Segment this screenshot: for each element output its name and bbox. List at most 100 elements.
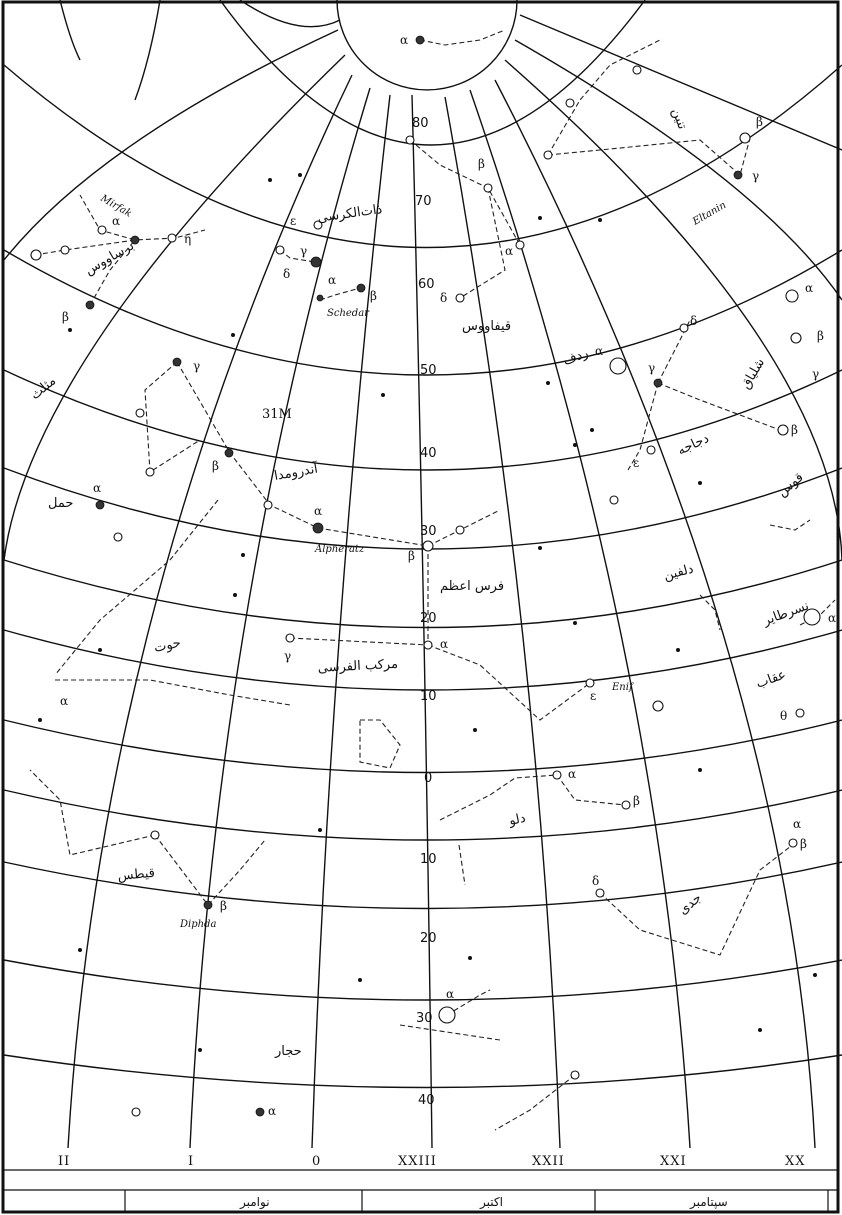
star bbox=[565, 98, 575, 108]
meridian bbox=[59, 0, 81, 61]
meridian bbox=[3, 29, 339, 261]
month-label-november: نوامبر bbox=[239, 1195, 270, 1210]
star bbox=[318, 828, 322, 832]
greek-label: α bbox=[595, 344, 603, 358]
constellation-name-jadi: جدی bbox=[676, 890, 705, 918]
ra-label: II bbox=[58, 1154, 70, 1169]
star-name-enif: Enif bbox=[611, 682, 635, 693]
meridian bbox=[239, 0, 341, 28]
star bbox=[130, 235, 140, 245]
constellation-name-mosallas: مثلث bbox=[28, 374, 59, 403]
star bbox=[652, 700, 664, 712]
greek-label: α bbox=[828, 611, 836, 625]
star bbox=[310, 256, 322, 268]
constellation-name-markab-alfarasi: مرکب الفرسی bbox=[317, 657, 398, 676]
star-name-diphda: Diphda bbox=[179, 919, 216, 930]
declination-label: 70 bbox=[415, 194, 432, 209]
star bbox=[653, 378, 663, 388]
star bbox=[788, 838, 798, 848]
greek-label: β bbox=[633, 794, 640, 808]
star bbox=[255, 1107, 265, 1117]
constellation-line bbox=[458, 844, 466, 886]
greek-label: δ bbox=[440, 291, 447, 305]
constellation-name-tannin: تنین bbox=[668, 106, 690, 132]
constellation-name-faras-azam: فرس اعظم bbox=[440, 579, 504, 594]
star bbox=[803, 608, 821, 626]
greek-label: α bbox=[440, 637, 448, 651]
greek-label: α bbox=[568, 767, 576, 781]
month-label-september: سپتامبر bbox=[689, 1195, 728, 1210]
greek-label: α bbox=[328, 273, 336, 287]
constellation-line bbox=[359, 719, 401, 769]
greek-label: β bbox=[370, 289, 377, 303]
star bbox=[758, 1028, 762, 1032]
greek-label: ε bbox=[290, 214, 296, 228]
m31-label: 31M bbox=[262, 407, 292, 422]
constellation-name-dajaja: دجاجه bbox=[675, 431, 711, 459]
constellation-name-hajjar: حجار bbox=[274, 1044, 302, 1059]
meridian bbox=[3, 54, 346, 561]
star bbox=[263, 500, 273, 510]
declination-label: 80 bbox=[412, 116, 429, 131]
constellation-name-shaliyaq: شلیاق bbox=[738, 356, 768, 392]
constellation-name-hamal: حمل bbox=[48, 496, 73, 511]
star bbox=[198, 1048, 202, 1052]
constellation-line bbox=[409, 139, 521, 246]
star bbox=[598, 218, 602, 222]
declination-labels: 80 70 60 50 40 30 20 10 0 10 20 30 40 bbox=[412, 116, 437, 1108]
greek-label: γ bbox=[812, 367, 819, 381]
constellation-line bbox=[54, 499, 219, 676]
star bbox=[316, 294, 324, 302]
constellation-line bbox=[34, 229, 206, 256]
star bbox=[609, 495, 619, 505]
greek-label: γ bbox=[648, 361, 655, 375]
constellation-name-qaws: قوس bbox=[775, 470, 807, 500]
meridian bbox=[469, 89, 691, 1149]
meridian bbox=[134, 0, 161, 101]
star bbox=[224, 448, 234, 458]
constellation-line bbox=[657, 319, 691, 384]
constellation-line bbox=[799, 599, 836, 626]
greek-label: ε bbox=[590, 689, 596, 703]
constellation-line bbox=[154, 834, 266, 906]
greek-label: α bbox=[112, 214, 120, 228]
constellation-line bbox=[144, 361, 201, 473]
meridian bbox=[411, 94, 433, 1149]
declination-label: 50 bbox=[420, 363, 437, 378]
star-name-alpheratz: Alpheratz bbox=[314, 544, 365, 555]
constellation-line bbox=[494, 1074, 576, 1131]
star bbox=[150, 830, 160, 840]
star bbox=[68, 328, 72, 332]
constellation-name-hut: حوت bbox=[153, 636, 183, 656]
star bbox=[515, 240, 525, 250]
star bbox=[405, 135, 415, 145]
star bbox=[570, 1070, 580, 1080]
meridian bbox=[494, 79, 816, 1149]
greek-label: γ bbox=[193, 359, 200, 373]
star bbox=[203, 900, 213, 910]
star bbox=[552, 770, 562, 780]
greek-label: α bbox=[793, 817, 801, 831]
meridian bbox=[189, 87, 371, 1149]
greek-label: θ bbox=[780, 709, 787, 723]
star bbox=[609, 357, 627, 375]
ra-label: XXII bbox=[532, 1154, 565, 1169]
greek-label: α bbox=[446, 987, 454, 1001]
greek-label: α bbox=[400, 33, 408, 47]
constellation-line bbox=[79, 194, 136, 306]
star bbox=[358, 978, 362, 982]
meridian bbox=[67, 74, 353, 1149]
constellation-line bbox=[599, 842, 796, 956]
declination-circle-60 bbox=[3, 64, 842, 249]
declination-circle-minus10 bbox=[3, 789, 842, 841]
ra-label: I bbox=[188, 1154, 194, 1169]
greek-label: ε bbox=[633, 456, 639, 470]
declination-circle-minus30 bbox=[3, 959, 842, 1001]
star bbox=[813, 973, 817, 977]
star bbox=[422, 540, 434, 552]
declination-label: 20 bbox=[420, 931, 437, 946]
star bbox=[739, 132, 751, 144]
star bbox=[590, 428, 594, 432]
star bbox=[573, 621, 577, 625]
declination-label: 0 bbox=[424, 771, 432, 786]
